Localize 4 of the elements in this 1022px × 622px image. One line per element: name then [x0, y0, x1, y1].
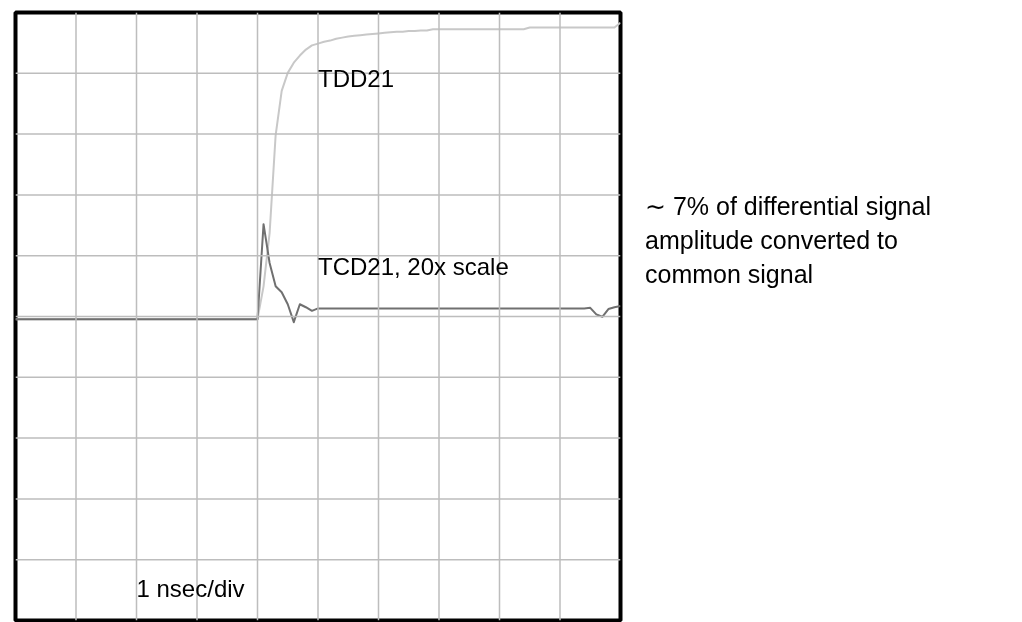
annotation: 1 nsec/div: [136, 575, 245, 603]
text: ∼ 7% of differential signal amplitude converted to common signal: [645, 191, 932, 290]
series-label: TDD21: [318, 64, 395, 92]
series-label: TCD21, 20x scale: [318, 253, 509, 281]
